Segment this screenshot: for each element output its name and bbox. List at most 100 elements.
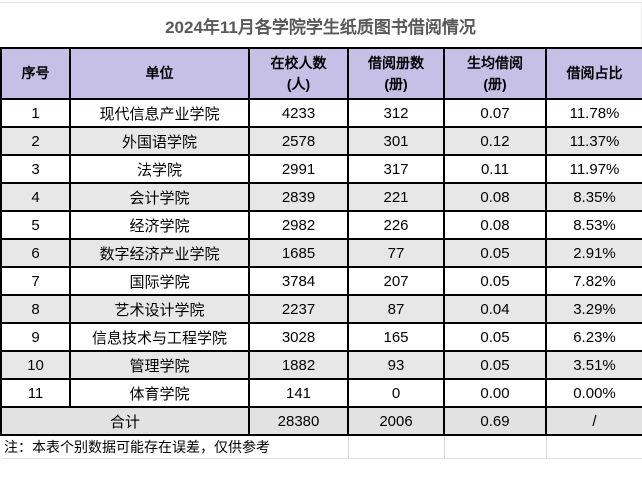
cell-index: 4	[0, 182, 71, 212]
table-row: 7 国际学院 3784 207 0.05 7.82%	[0, 266, 642, 296]
cell-index: 7	[0, 266, 71, 296]
table-row: 6 数字经济产业学院 1685 77 0.05 2.91%	[0, 238, 642, 268]
table-row: 10 管理学院 1882 93 0.05 3.51%	[0, 350, 642, 380]
cell-unit: 法学院	[69, 154, 250, 184]
cell-per-student: 0.12	[443, 126, 547, 156]
footnote-row: 注：本表个别数据可能存在误差，仅供参考	[1, 435, 642, 459]
cell-index: 3	[0, 154, 71, 184]
cell-share: 3.29%	[545, 294, 642, 324]
table-row: 5 经济学院 2982 226 0.08 8.53%	[0, 210, 642, 240]
cell-per-student: 0.08	[443, 210, 547, 240]
cell-students: 2839	[248, 182, 349, 212]
empty-cell	[347, 435, 444, 459]
cell-borrowed: 87	[347, 294, 445, 324]
cell-unit: 管理学院	[69, 350, 250, 380]
cell-unit: 信息技术与工程学院	[69, 322, 250, 352]
cell-index: 2	[0, 126, 71, 156]
cell-index: 11	[0, 378, 71, 408]
cell-per-student: 0.00	[443, 378, 547, 408]
cell-students: 2982	[248, 210, 349, 240]
header-row: 序号 单位 在校人数 (人) 借阅册数 (册) 生均借阅 (册) 借阅占比	[0, 47, 642, 100]
cell-per-student: 0.04	[443, 294, 547, 324]
total-label: 合计	[0, 406, 250, 436]
cell-students: 3028	[248, 322, 349, 352]
borrow-stats-table: 序号 单位 在校人数 (人) 借阅册数 (册) 生均借阅 (册) 借阅占比 1 …	[0, 47, 642, 459]
col-header-share: 借阅占比	[545, 47, 642, 100]
col-header-students: 在校人数 (人)	[248, 47, 349, 100]
cell-per-student: 0.05	[443, 238, 547, 268]
cell-per-student: 0.11	[443, 154, 547, 184]
table-row: 2 外国语学院 2578 301 0.12 11.37%	[0, 126, 642, 156]
total-borrowed: 2006	[347, 406, 445, 436]
cell-unit: 经济学院	[69, 210, 250, 240]
cell-index: 5	[0, 210, 71, 240]
total-share: /	[545, 406, 642, 436]
cell-index: 6	[0, 238, 71, 268]
table-row: 1 现代信息产业学院 4233 312 0.07 11.78%	[0, 98, 642, 128]
cell-borrowed: 312	[347, 98, 445, 128]
cell-students: 2991	[248, 154, 349, 184]
cell-per-student: 0.05	[443, 266, 547, 296]
cell-share: 3.51%	[545, 350, 642, 380]
cell-students: 1882	[248, 350, 349, 380]
col-header-per-student: 生均借阅 (册)	[443, 47, 547, 100]
cell-per-student: 0.05	[443, 350, 547, 380]
cell-index: 9	[0, 322, 71, 352]
cell-students: 3784	[248, 266, 349, 296]
total-per-student: 0.69	[443, 406, 547, 436]
cell-unit: 艺术设计学院	[69, 294, 250, 324]
col-header-borrowed: 借阅册数 (册)	[347, 47, 445, 100]
cell-borrowed: 77	[347, 238, 445, 268]
cell-borrowed: 221	[347, 182, 445, 212]
footnote: 注：本表个别数据可能存在误差，仅供参考	[1, 435, 348, 459]
empty-cell	[545, 435, 642, 459]
cell-unit: 国际学院	[69, 266, 250, 296]
cell-borrowed: 93	[347, 350, 445, 380]
cell-index: 8	[0, 294, 71, 324]
cell-index: 1	[0, 98, 71, 128]
cell-borrowed: 207	[347, 266, 445, 296]
empty-cell	[443, 435, 546, 459]
table-row: 11 体育学院 141 0 0.00 0.00%	[0, 378, 642, 408]
title-bar: 2024年11月各学院学生纸质图书借阅情况	[0, 3, 642, 47]
cell-students: 141	[248, 378, 349, 408]
table-row: 4 会计学院 2839 221 0.08 8.35%	[0, 182, 642, 212]
cell-borrowed: 301	[347, 126, 445, 156]
table-row: 9 信息技术与工程学院 3028 165 0.05 6.23%	[0, 322, 642, 352]
cell-borrowed: 317	[347, 154, 445, 184]
cell-index: 10	[0, 350, 71, 380]
cell-per-student: 0.07	[443, 98, 547, 128]
cell-per-student: 0.05	[443, 322, 547, 352]
col-header-index: 序号	[0, 47, 71, 100]
cell-unit: 外国语学院	[69, 126, 250, 156]
cell-share: 11.78%	[545, 98, 642, 128]
cell-share: 11.37%	[545, 126, 642, 156]
cell-borrowed: 165	[347, 322, 445, 352]
cell-students: 2578	[248, 126, 349, 156]
cell-share: 6.23%	[545, 322, 642, 352]
cell-share: 11.97%	[545, 154, 642, 184]
cell-share: 0.00%	[545, 378, 642, 408]
top-gridline	[0, 2, 642, 3]
cell-students: 4233	[248, 98, 349, 128]
cell-borrowed: 0	[347, 378, 445, 408]
cell-students: 2237	[248, 294, 349, 324]
cell-unit: 现代信息产业学院	[69, 98, 250, 128]
cell-unit: 体育学院	[69, 378, 250, 408]
table-row: 8 艺术设计学院 2237 87 0.04 3.29%	[0, 294, 642, 324]
page-title: 2024年11月各学院学生纸质图书借阅情况	[165, 17, 476, 37]
cell-students: 1685	[248, 238, 349, 268]
cell-borrowed: 226	[347, 210, 445, 240]
cell-unit: 数字经济产业学院	[69, 238, 250, 268]
cell-share: 8.53%	[545, 210, 642, 240]
cell-share: 2.91%	[545, 238, 642, 268]
total-row: 合计 28380 2006 0.69 /	[0, 406, 642, 436]
cell-per-student: 0.08	[443, 182, 547, 212]
table-row: 3 法学院 2991 317 0.11 11.97%	[0, 154, 642, 184]
total-students: 28380	[248, 406, 349, 436]
col-header-unit: 单位	[69, 47, 250, 100]
cell-share: 7.82%	[545, 266, 642, 296]
cell-unit: 会计学院	[69, 182, 250, 212]
cell-share: 8.35%	[545, 182, 642, 212]
